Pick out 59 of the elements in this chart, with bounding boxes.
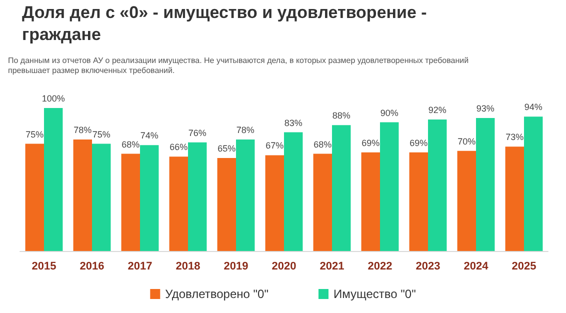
- bar: [188, 142, 207, 251]
- data-label: 67%: [266, 140, 284, 151]
- x-tick-label: 2019: [224, 260, 248, 272]
- legend-label: Удовлетворено "0": [165, 287, 268, 301]
- x-tick-label: 2015: [32, 260, 56, 272]
- data-label: 94%: [524, 102, 542, 112]
- bar: [476, 118, 495, 251]
- data-label: 88%: [332, 110, 350, 121]
- bar: [217, 158, 236, 251]
- data-label: 78%: [74, 124, 92, 135]
- bar: [332, 125, 351, 251]
- bar: [313, 154, 332, 251]
- bar: [505, 146, 524, 251]
- data-label: 100%: [42, 94, 65, 104]
- x-tick-label: 2016: [80, 260, 104, 272]
- chart-subtitle: По данным из отчетов АУ о реализации имущества. Не учитываются дела, в которых размер удовлетворенных требований превышает размер включенных требований.: [8, 56, 470, 76]
- data-label: 69%: [410, 138, 428, 148]
- bar: [265, 155, 284, 251]
- x-tick-label: 2020: [272, 260, 296, 272]
- data-label: 73%: [506, 132, 524, 142]
- x-tick-label: 2018: [176, 260, 200, 272]
- x-tick-label: 2023: [416, 260, 440, 272]
- bar: [361, 152, 380, 251]
- data-label: 83%: [284, 118, 302, 128]
- data-label: 70%: [458, 136, 476, 146]
- data-label: 68%: [314, 139, 332, 150]
- x-tick-label: 2021: [320, 260, 344, 272]
- bar: [92, 144, 111, 251]
- data-label: 93%: [476, 104, 494, 114]
- bar: [121, 154, 140, 251]
- bar: [236, 139, 255, 251]
- bar: [44, 108, 63, 251]
- bar: [524, 116, 543, 251]
- bar: [409, 152, 428, 251]
- data-label: 69%: [362, 138, 380, 148]
- legend-label: Имущество "0": [333, 287, 416, 301]
- x-tick-label: 2022: [368, 260, 392, 272]
- bar: [457, 150, 476, 251]
- data-label: 74%: [140, 130, 158, 141]
- bar: [73, 139, 92, 251]
- data-label: 65%: [218, 144, 236, 154]
- data-label: 90%: [380, 108, 398, 118]
- x-tick-label: 2025: [512, 260, 536, 272]
- bar: [169, 156, 188, 251]
- data-label: 76%: [188, 128, 206, 138]
- bar: [284, 132, 303, 251]
- data-label: 66%: [170, 142, 188, 152]
- data-label: 78%: [236, 124, 254, 135]
- bar: [25, 144, 44, 251]
- data-label: 75%: [92, 129, 110, 140]
- x-tick-label: 2017: [128, 260, 152, 272]
- data-label: 68%: [122, 139, 140, 150]
- chart-title: Доля дел с «0» - имущество и удовлетворение - граждане: [22, 2, 428, 46]
- bar: [140, 145, 159, 251]
- bar: [428, 119, 447, 251]
- bar: [380, 122, 399, 251]
- x-tick-label: 2024: [464, 260, 490, 272]
- data-label: 75%: [26, 129, 44, 140]
- data-label: 92%: [428, 104, 446, 115]
